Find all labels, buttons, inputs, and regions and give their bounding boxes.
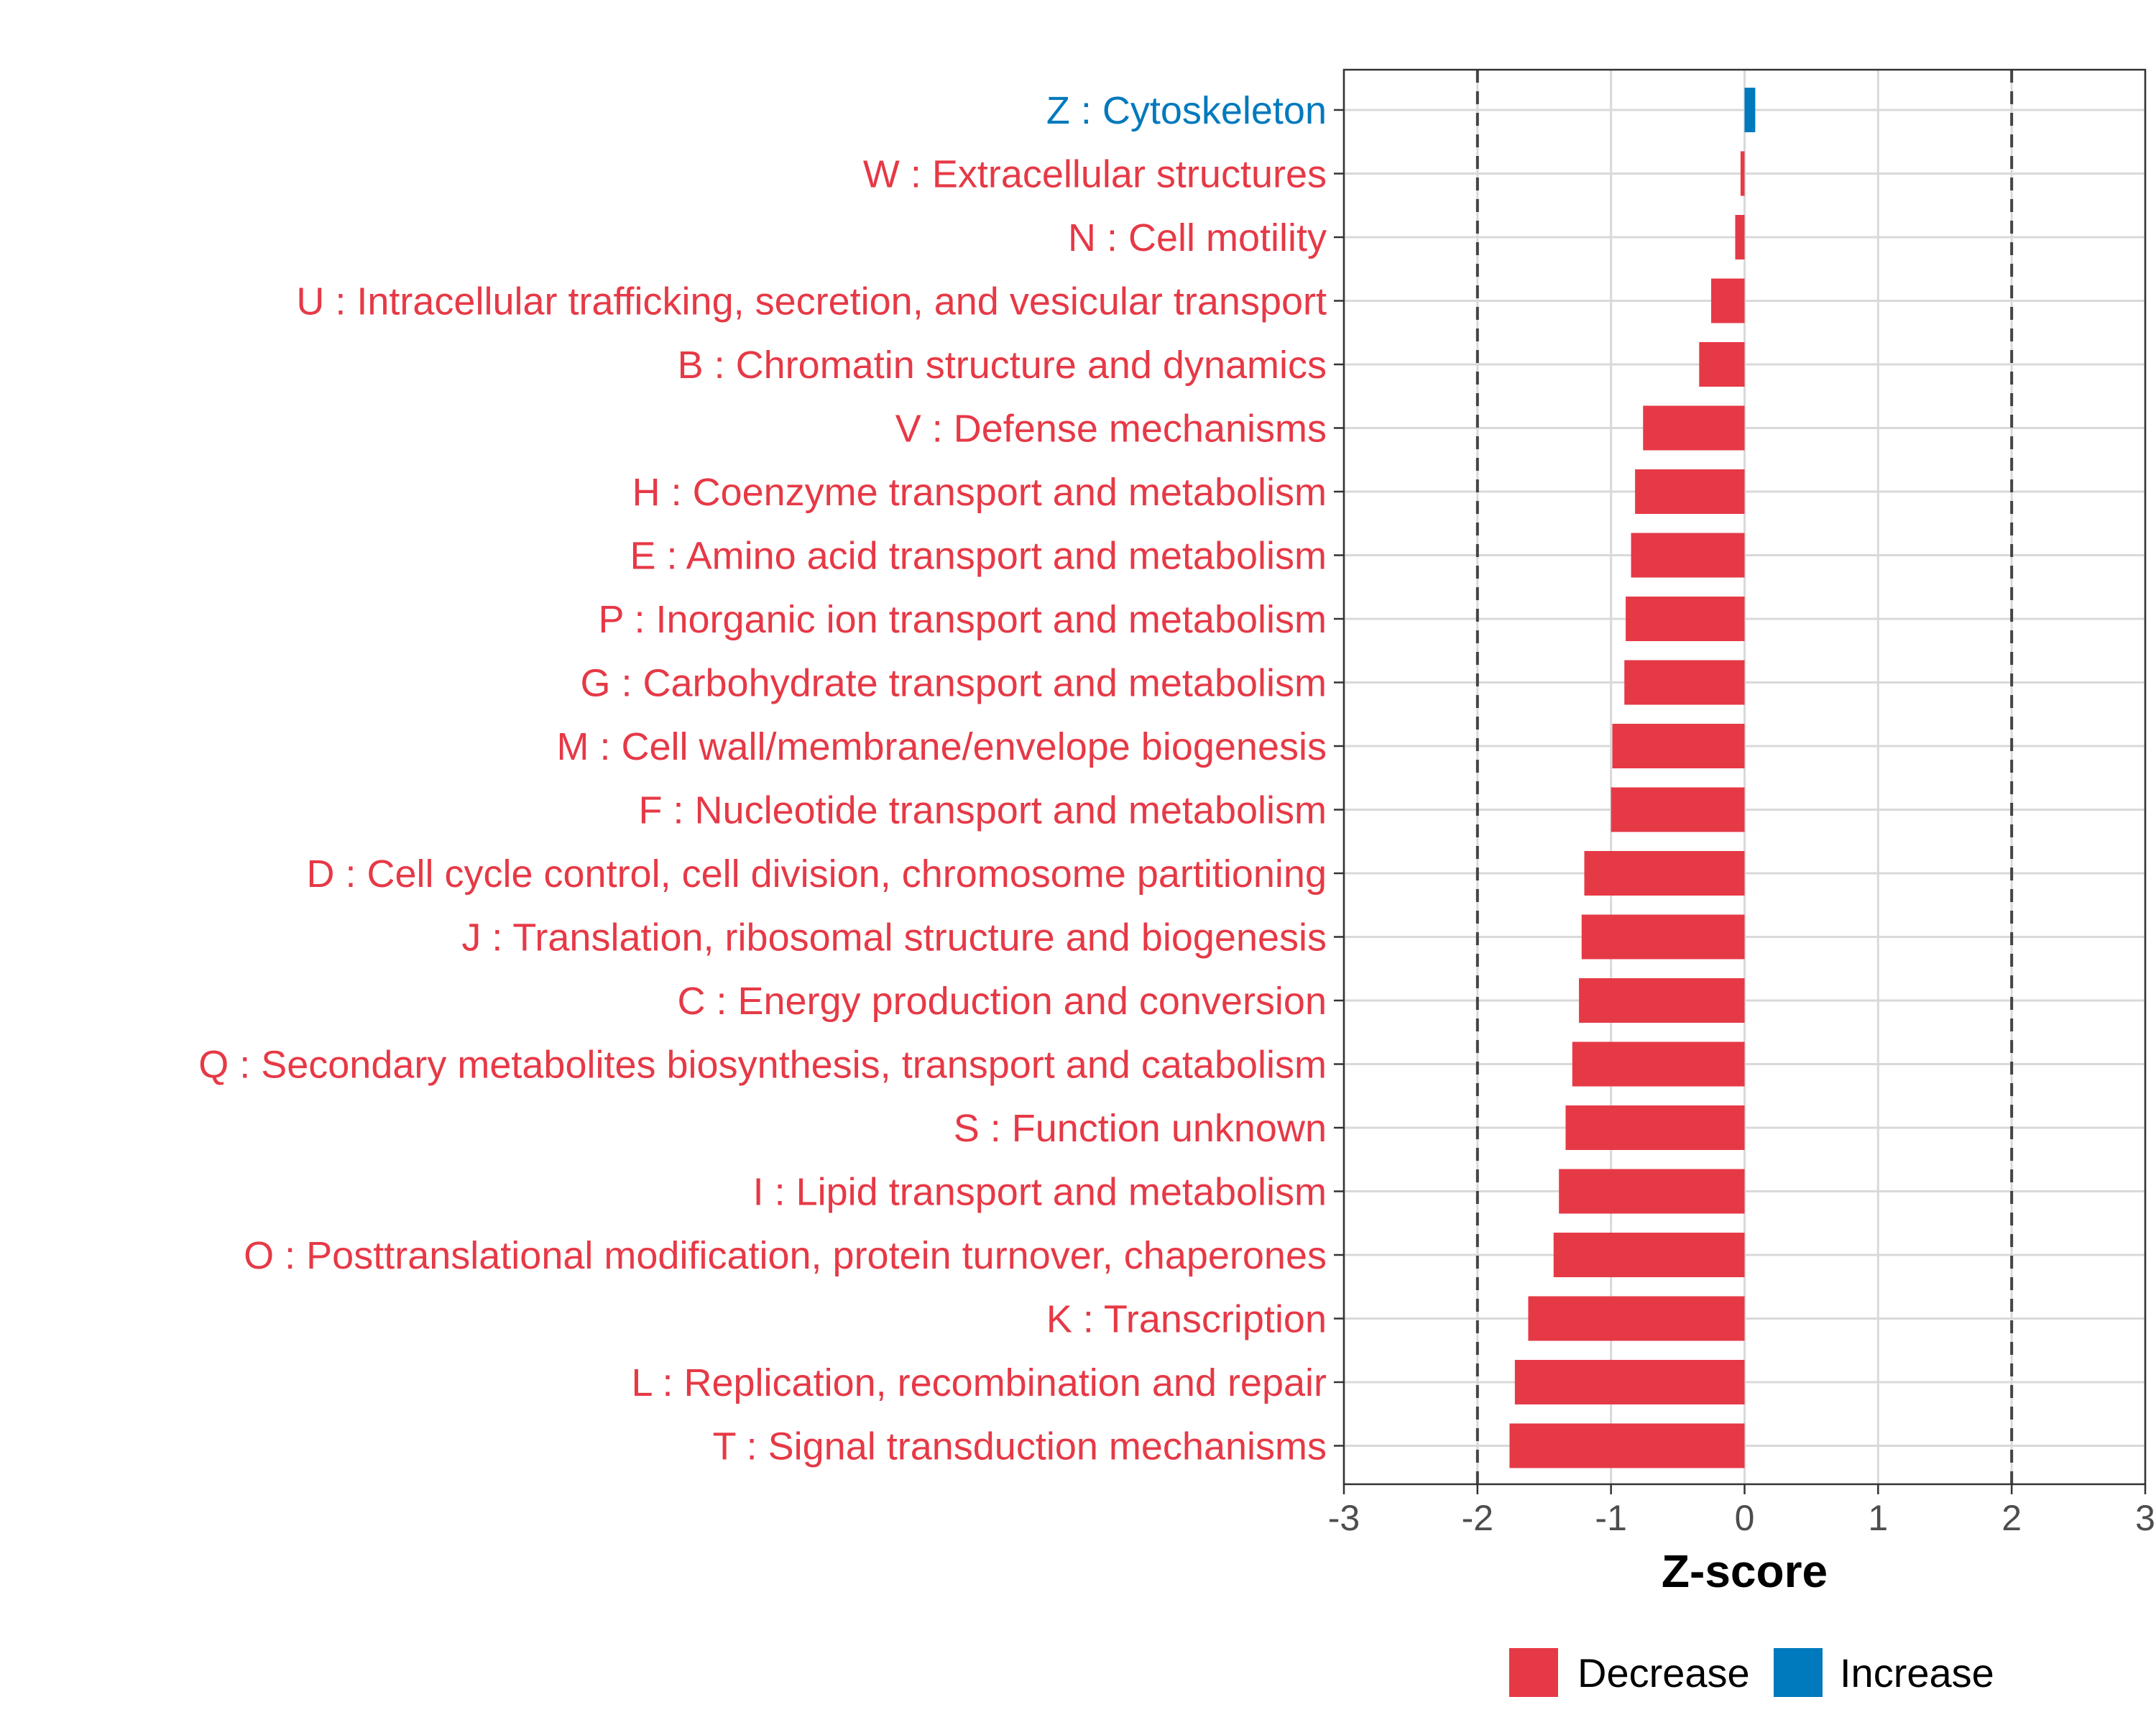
category-label-9: G : Carbohydrate transport and metabolis…	[581, 662, 1327, 705]
category-label-0: Z : Cytoskeleton	[1046, 89, 1327, 132]
category-label-21: T : Signal transduction mechanisms	[713, 1425, 1327, 1468]
category-label-13: J : Translation, ribosomal structure and…	[461, 916, 1327, 960]
category-label-6: H : Coenzyme transport and metabolism	[632, 471, 1327, 514]
bar-18	[1553, 1233, 1745, 1277]
x-tick-labels: -3 -2 -1 0 1 2 3	[1328, 1498, 2155, 1538]
category-label-20: L : Replication, recombination and repai…	[631, 1361, 1327, 1404]
bar-0	[1744, 88, 1756, 132]
x-tick-label-4: 1	[1868, 1498, 1888, 1538]
bar-10	[1612, 724, 1745, 768]
bar-11	[1611, 787, 1745, 832]
legend-swatch-decrease	[1509, 1648, 1558, 1697]
bar-8	[1626, 597, 1745, 641]
category-label-1: W : Extracellular structures	[863, 153, 1327, 196]
x-tick-label-3: 0	[1735, 1498, 1755, 1538]
x-tick-label-0: -3	[1328, 1498, 1360, 1538]
bar-3	[1711, 278, 1745, 323]
bar-1	[1740, 151, 1745, 196]
category-label-15: Q : Secondary metabolites biosynthesis, …	[198, 1044, 1327, 1087]
bars	[1509, 88, 1756, 1468]
bar-19	[1528, 1296, 1745, 1341]
bar-2	[1735, 215, 1745, 259]
bar-16	[1565, 1105, 1745, 1150]
x-axis-title: Z-score	[1662, 1545, 1828, 1597]
legend-swatch-increase	[1774, 1648, 1823, 1697]
bar-17	[1559, 1169, 1745, 1214]
bar-9	[1624, 660, 1745, 705]
category-label-11: F : Nucleotide transport and metabolism	[639, 789, 1327, 832]
x-tick-label-2: -1	[1595, 1498, 1626, 1538]
legend: Decrease Increase	[1509, 1648, 1994, 1697]
bar-21	[1509, 1423, 1745, 1468]
bar-5	[1643, 405, 1745, 451]
x-axis-ticks	[1342, 1484, 2147, 1494]
bar-4	[1699, 342, 1745, 387]
bar-15	[1572, 1041, 1745, 1087]
category-label-17: I : Lipid transport and metabolism	[753, 1171, 1327, 1214]
category-label-4: B : Chromatin structure and dynamics	[678, 344, 1327, 387]
category-label-19: K : Transcription	[1046, 1298, 1327, 1341]
bar-14	[1579, 978, 1745, 1023]
category-label-10: M : Cell wall/membrane/envelope biogenes…	[556, 725, 1327, 768]
category-label-2: N : Cell motility	[1068, 216, 1327, 259]
bar-7	[1631, 533, 1745, 578]
category-labels: Z : Cytoskeleton W : Extracellular struct…	[198, 89, 1327, 1468]
bar-12	[1584, 851, 1745, 896]
category-label-18: O : Posttranslational modification, prot…	[244, 1234, 1327, 1277]
y-axis-ticks	[1334, 109, 1344, 1447]
x-tick-label-6: 3	[2135, 1498, 2155, 1538]
legend-label-increase: Increase	[1840, 1650, 1994, 1696]
category-label-8: P : Inorganic ion transport and metaboli…	[598, 598, 1327, 641]
category-label-5: V : Defense mechanisms	[895, 408, 1327, 451]
x-tick-label-5: 2	[2001, 1498, 2022, 1538]
bar-20	[1514, 1360, 1745, 1404]
legend-label-decrease: Decrease	[1577, 1650, 1750, 1696]
category-label-14: C : Energy production and conversion	[677, 980, 1327, 1023]
bar-6	[1635, 469, 1745, 514]
category-label-16: S : Function unknown	[954, 1107, 1327, 1150]
bar-13	[1581, 914, 1745, 960]
category-label-7: E : Amino acid transport and metabolism	[630, 535, 1327, 578]
x-tick-label-1: -2	[1462, 1498, 1493, 1538]
category-label-12: D : Cell cycle control, cell division, c…	[306, 852, 1327, 896]
category-label-3: U : Intracellular trafficking, secretion…	[296, 280, 1327, 323]
